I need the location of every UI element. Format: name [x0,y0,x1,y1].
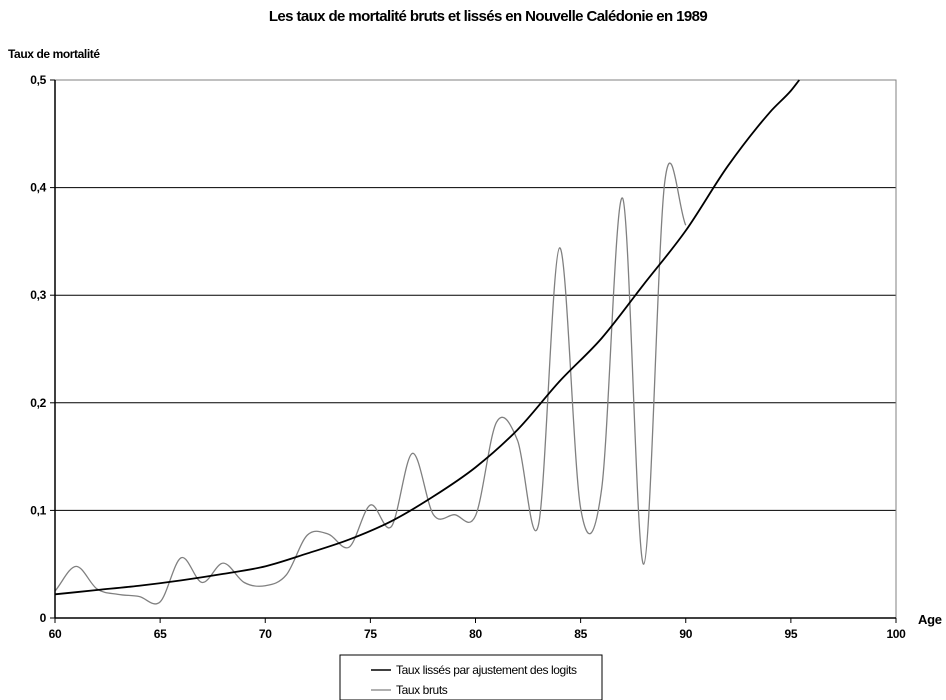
x-tick-label: 60 [49,627,62,641]
legend: Taux lissés par ajustement des logits Ta… [339,654,603,700]
x-tick-label: 95 [785,627,798,641]
x-tick-label: 85 [574,627,587,641]
x-tick-label: 65 [154,627,167,641]
legend-label-smoothed: Taux lissés par ajustement des logits [396,663,577,677]
y-axis-label: Taux de mortalité [8,47,100,61]
plot-frame [54,79,897,619]
x-tick-label: 80 [469,627,482,641]
x-tick-label: 75 [364,627,377,641]
y-tick-label: 0,2 [30,396,46,410]
x-tick-label: 90 [679,627,692,641]
series-line-raw-rates [54,162,687,605]
legend-label-raw: Taux bruts [396,683,448,697]
y-tick-label: 0,1 [30,503,46,517]
x-tick-label: 70 [259,627,272,641]
gridlines [55,79,896,511]
series-line-smoothed-rates [54,79,800,596]
y-tick-label: 0,5 [30,73,46,87]
legend-box [339,654,603,700]
x-axis-label: Age [918,612,942,627]
x-tick-label: 100 [886,627,906,641]
chart-title: Les taux de mortalité bruts et lissés en… [269,8,708,25]
y-tick-label: 0 [40,611,47,625]
tick-labels: 60 65 70 75 80 85 90 95 100 0 0,1 0,2 0,3 0,4 0,5 [30,73,906,641]
axes [50,79,897,623]
y-tick-label: 0,3 [30,288,46,302]
y-tick-label: 0,4 [30,181,46,195]
series-layer [54,79,800,605]
